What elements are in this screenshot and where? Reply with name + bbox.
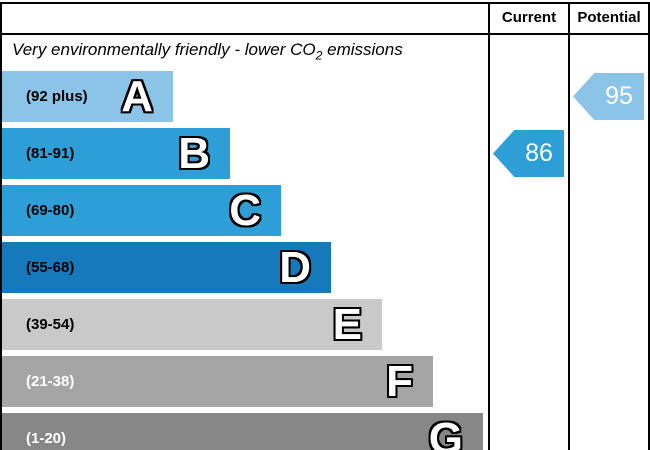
- band-row-f: (21-38) F: [2, 356, 483, 407]
- band-bar-e: (39-54) E: [2, 299, 382, 350]
- band-bar-d: (55-68) D: [2, 242, 331, 293]
- chart-title-text: Very environmentally friendly - lower CO: [12, 40, 316, 59]
- potential-rating-indicator: 95: [573, 73, 644, 120]
- bands-area: (92 plus) A (81-91) B (69-80) C (55-68) …: [2, 71, 483, 450]
- band-letter-c: C: [229, 185, 261, 235]
- right-border: [648, 2, 650, 450]
- chart-title-suffix: emissions: [322, 40, 403, 59]
- current-column-header: Current: [501, 9, 557, 26]
- current-rating-value: 86: [525, 139, 553, 167]
- current-rating-indicator: 86: [493, 130, 564, 177]
- chart-title-subscript: 2: [315, 48, 323, 63]
- band-bar-a: (92 plus) A: [2, 71, 173, 122]
- current-column-line: [488, 2, 490, 450]
- band-letter-a: A: [121, 71, 153, 121]
- header-separator-line: [0, 33, 650, 35]
- potential-column-line: [568, 2, 570, 450]
- band-bar-f: (21-38) F: [2, 356, 433, 407]
- band-letter-e: E: [332, 299, 362, 349]
- band-bar-g: (1-20) G: [2, 413, 483, 450]
- potential-column-header: Potential: [577, 9, 641, 26]
- band-range-b: (81-91): [26, 145, 75, 162]
- band-bar-c: (69-80) C: [2, 185, 281, 236]
- band-range-e: (39-54): [26, 316, 75, 333]
- band-range-d: (55-68): [26, 259, 75, 276]
- band-range-f: (21-38): [26, 373, 75, 390]
- band-letter-f: F: [386, 356, 413, 406]
- band-bar-b: (81-91) B: [2, 128, 230, 179]
- chart-title: Very environmentally friendly - lower CO…: [12, 40, 403, 62]
- band-row-g: (1-20) G: [2, 413, 483, 450]
- band-letter-g: G: [428, 413, 463, 450]
- band-range-c: (69-80): [26, 202, 75, 219]
- band-row-b: (81-91) B: [2, 128, 483, 179]
- potential-rating-value: 95: [605, 82, 633, 110]
- band-row-e: (39-54) E: [2, 299, 483, 350]
- left-border: [0, 2, 2, 450]
- top-border: [0, 2, 650, 4]
- band-letter-b: B: [178, 128, 210, 178]
- band-row-d: (55-68) D: [2, 242, 483, 293]
- band-letter-d: D: [279, 242, 311, 292]
- band-range-a: (92 plus): [26, 88, 88, 105]
- band-row-c: (69-80) C: [2, 185, 483, 236]
- band-row-a: (92 plus) A: [2, 71, 483, 122]
- band-range-g: (1-20): [26, 430, 67, 447]
